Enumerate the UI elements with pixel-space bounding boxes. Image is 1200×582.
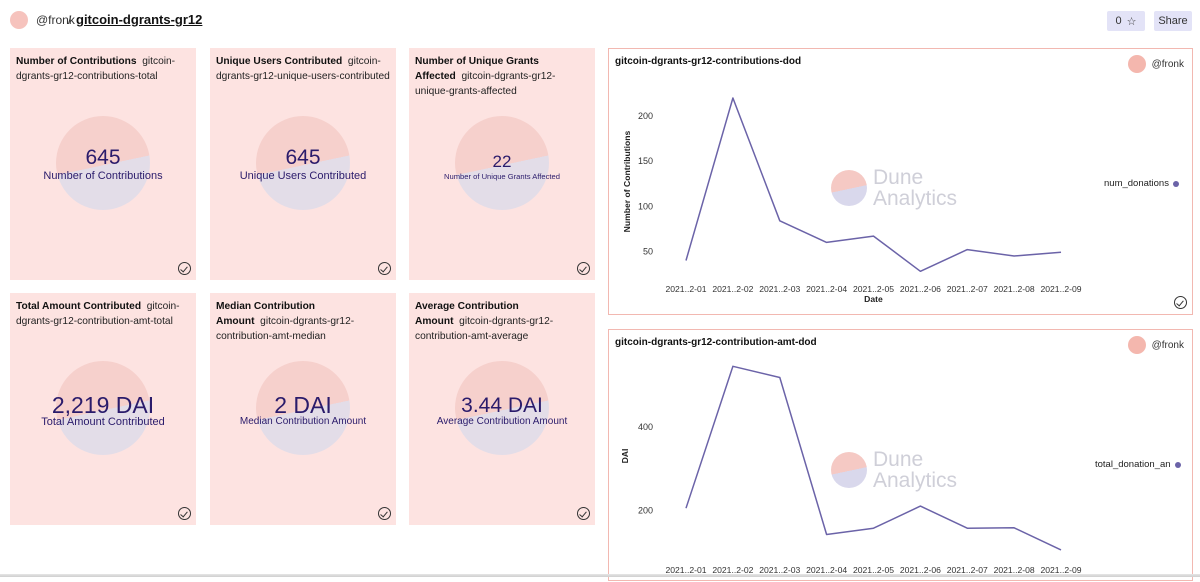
watermark-line1: Dune xyxy=(873,449,957,470)
legend-dot-icon xyxy=(1173,181,1179,187)
counter-value: 645 xyxy=(10,146,196,170)
check-circle-icon xyxy=(178,507,191,520)
x-tick-label: 2021..2-01 xyxy=(665,284,706,294)
card-title: Total Amount Contributed gitcoin-dgrants… xyxy=(16,299,190,329)
y-tick-label: 100 xyxy=(638,201,653,211)
counter-card-unique-users[interactable]: Unique Users Contributed gitcoin-dgrants… xyxy=(210,48,396,280)
chart-title[interactable]: gitcoin-dgrants-gr12-contributions-dod xyxy=(615,56,801,67)
avatar[interactable] xyxy=(10,11,28,29)
legend-label: num_donations xyxy=(1104,178,1169,189)
watermark-text: Dune Analytics xyxy=(873,167,957,209)
counter-label: Total Amount Contributed xyxy=(10,416,196,428)
y-tick-label: 200 xyxy=(638,111,653,121)
x-tick-label: 2021..2-07 xyxy=(947,284,988,294)
x-tick-label: 2021..2-05 xyxy=(853,284,894,294)
counter-label: Unique Users Contributed xyxy=(210,170,396,182)
dune-logo-icon xyxy=(831,452,867,488)
counter-value: 2 DAI xyxy=(210,392,396,419)
chart-author[interactable]: @fronk xyxy=(1128,55,1184,73)
chart-author-name: @fronk xyxy=(1152,340,1184,351)
dune-logo-icon xyxy=(831,170,867,206)
watermark-text: Dune Analytics xyxy=(873,449,957,491)
star-button[interactable]: 0 ☆ xyxy=(1107,11,1145,31)
counter-card-contributions[interactable]: Number of Contributions gitcoin-dgrants-… xyxy=(10,48,196,280)
y-tick-label: 200 xyxy=(638,505,653,515)
x-tick-label: 2021..2-06 xyxy=(900,284,941,294)
dune-watermark: Dune Analytics xyxy=(831,449,957,491)
x-tick-label: 2021..2-08 xyxy=(994,284,1035,294)
y-tick-label: 50 xyxy=(643,246,653,256)
star-count: 0 xyxy=(1116,15,1122,27)
x-tick-label: 2021..2-09 xyxy=(1040,284,1081,294)
y-tick-label: 400 xyxy=(638,422,653,432)
chart-author[interactable]: @fronk xyxy=(1128,336,1184,354)
card-title: Average Contribution Amount gitcoin-dgra… xyxy=(415,299,589,344)
check-circle-icon xyxy=(378,507,391,520)
y-tick-label: 150 xyxy=(638,156,653,166)
watermark-line1: Dune xyxy=(873,167,957,188)
counter-value: 2,219 DAI xyxy=(10,392,196,419)
legend-item[interactable]: num_donations xyxy=(1104,178,1179,189)
counter-value: 22 xyxy=(409,152,595,172)
counter-label: Number of Unique Grants Affected xyxy=(409,172,595,181)
x-tick-label: 2021..2-02 xyxy=(712,284,753,294)
check-circle-icon xyxy=(577,262,590,275)
x-tick-label: 2021..2-04 xyxy=(806,284,847,294)
avatar xyxy=(1128,55,1146,73)
counter-label: Median Contribution Amount xyxy=(210,416,396,427)
chart-title[interactable]: gitcoin-dgrants-gr12-contribution-amt-do… xyxy=(615,337,817,348)
page-title[interactable]: gitcoin-dgrants-gr12 xyxy=(76,12,202,27)
chart-card-contributions-dod[interactable]: 50 100 150 200 2021..2-01 2021..2-02 2021..2-0… xyxy=(608,48,1193,315)
watermark-line2: Analytics xyxy=(873,188,957,209)
card-title: Unique Users Contributed gitcoin-dgrants… xyxy=(216,54,390,84)
card-title: Median Contribution Amount gitcoin-dgran… xyxy=(216,299,390,344)
counter-label: Number of Contributions xyxy=(10,170,196,182)
watermark-line2: Analytics xyxy=(873,470,957,491)
counter-card-total-amount[interactable]: Total Amount Contributed gitcoin-dgrants… xyxy=(10,293,196,525)
y-axis-label: Number of Contributions xyxy=(622,130,632,232)
counter-card-median-amount[interactable]: Median Contribution Amount gitcoin-dgran… xyxy=(210,293,396,525)
counter-label: Average Contribution Amount xyxy=(409,416,595,427)
check-circle-icon xyxy=(178,262,191,275)
check-circle-icon xyxy=(378,262,391,275)
y-axis-label: DAI xyxy=(620,449,630,464)
legend-label: total_donation_an xyxy=(1095,459,1171,470)
breadcrumb-separator: / xyxy=(68,13,71,27)
check-circle-icon xyxy=(577,507,590,520)
legend-item[interactable]: total_donation_an xyxy=(1095,459,1181,470)
star-icon: ☆ xyxy=(1127,15,1137,28)
card-title: Number of Unique Grants Affected gitcoin… xyxy=(415,54,589,99)
check-circle-icon xyxy=(1174,296,1187,309)
share-button[interactable]: Share xyxy=(1154,11,1192,31)
chart-author-name: @fronk xyxy=(1152,59,1184,70)
counter-card-unique-grants[interactable]: Number of Unique Grants Affected gitcoin… xyxy=(409,48,595,280)
legend-dot-icon xyxy=(1175,462,1181,468)
card-title-name: Total Amount Contributed xyxy=(16,301,141,312)
x-tick-label: 2021..2-03 xyxy=(759,284,800,294)
card-title-name: Unique Users Contributed xyxy=(216,56,342,67)
avatar xyxy=(1128,336,1146,354)
counter-value: 645 xyxy=(210,146,396,170)
card-title-name: Number of Contributions xyxy=(16,56,137,67)
counter-value: 3.44 DAI xyxy=(409,394,595,418)
x-axis-label: Date xyxy=(864,294,883,304)
dune-watermark: Dune Analytics xyxy=(831,167,957,209)
counter-card-average-amount[interactable]: Average Contribution Amount gitcoin-dgra… xyxy=(409,293,595,525)
dashboard-header: @fronk / gitcoin-dgrants-gr12 0 ☆ Share xyxy=(0,0,1200,42)
card-title: Number of Contributions gitcoin-dgrants-… xyxy=(16,54,190,84)
